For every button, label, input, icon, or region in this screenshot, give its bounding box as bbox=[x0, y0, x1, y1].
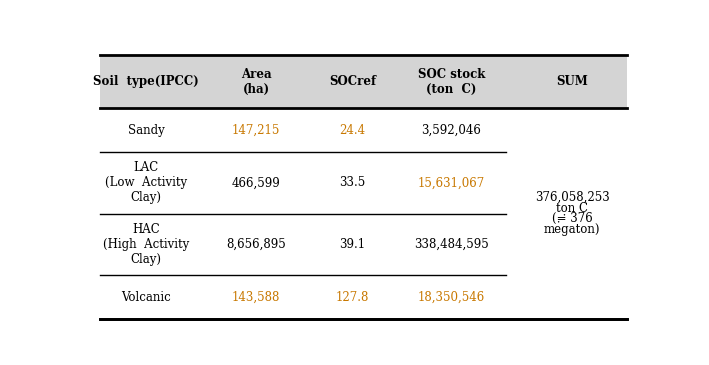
Text: SOC stock: SOC stock bbox=[418, 68, 485, 81]
Text: 127.8: 127.8 bbox=[335, 291, 369, 304]
Text: 18,350,546: 18,350,546 bbox=[418, 291, 485, 304]
Text: 15,631,067: 15,631,067 bbox=[418, 176, 485, 189]
Text: SUM: SUM bbox=[557, 75, 588, 88]
Text: LAC
(Low  Activity
Clay): LAC (Low Activity Clay) bbox=[105, 161, 187, 204]
Text: ton C: ton C bbox=[556, 202, 588, 215]
Text: 376,058,253: 376,058,253 bbox=[535, 191, 610, 204]
Text: Area: Area bbox=[241, 68, 272, 81]
Text: Volcanic: Volcanic bbox=[121, 291, 171, 304]
Text: (ha): (ha) bbox=[242, 83, 270, 96]
Text: (ton  C): (ton C) bbox=[426, 83, 476, 96]
Text: 39.1: 39.1 bbox=[340, 238, 365, 251]
Text: 466,599: 466,599 bbox=[232, 176, 281, 189]
Text: 3,592,046: 3,592,046 bbox=[421, 123, 481, 137]
Text: 8,656,895: 8,656,895 bbox=[226, 238, 286, 251]
Text: 147,215: 147,215 bbox=[232, 123, 280, 137]
Text: 33.5: 33.5 bbox=[339, 176, 366, 189]
Text: 143,588: 143,588 bbox=[232, 291, 280, 304]
Text: HAC
(High  Activity
Clay): HAC (High Activity Clay) bbox=[104, 223, 189, 266]
Text: SOCref: SOCref bbox=[329, 75, 376, 88]
Bar bbox=[99, 55, 627, 108]
Text: 338,484,595: 338,484,595 bbox=[414, 238, 489, 251]
Text: Sandy: Sandy bbox=[128, 123, 164, 137]
Text: megaton): megaton) bbox=[544, 223, 601, 236]
Text: Soil  type(IPCC): Soil type(IPCC) bbox=[94, 75, 199, 88]
Text: 24.4: 24.4 bbox=[340, 123, 365, 137]
Text: (≓ 376: (≓ 376 bbox=[552, 212, 593, 226]
